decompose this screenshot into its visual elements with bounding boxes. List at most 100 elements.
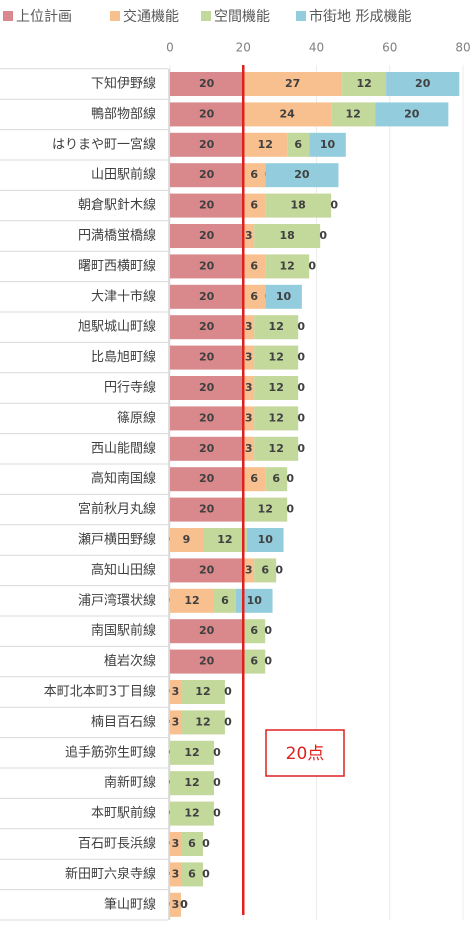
data-label: 12 xyxy=(195,715,210,728)
bar-segment xyxy=(170,832,181,856)
data-label: 18 xyxy=(280,229,295,242)
data-label: 0 xyxy=(297,442,305,455)
bar-segment xyxy=(287,132,310,157)
data-label: 6 xyxy=(188,837,196,850)
y-tick-label: 本町駅前線 xyxy=(91,805,156,821)
y-tick-label: 鴨部物部線 xyxy=(91,106,156,122)
bar-segment xyxy=(170,132,244,157)
y-tick-label: 円満橋蛍橋線 xyxy=(78,228,156,244)
bar-segment xyxy=(170,558,244,583)
bar-segment xyxy=(254,315,299,340)
bar-segment xyxy=(331,102,376,127)
bar-segment xyxy=(243,467,266,492)
y-tick-label: 本町北本町3丁目線 xyxy=(44,684,156,700)
data-label: 6 xyxy=(188,867,196,880)
y-tick-label: 筆山町線 xyxy=(104,896,156,912)
x-tick-label: 20 xyxy=(236,41,251,55)
bar-segment xyxy=(180,710,225,735)
data-label: 20 xyxy=(199,655,215,668)
x-tick-label: 0 xyxy=(166,41,174,55)
bar-segment xyxy=(170,315,244,340)
data-label: 6 xyxy=(250,472,258,485)
data-label: 20 xyxy=(199,138,215,151)
bar-segment xyxy=(243,284,266,309)
bar-segment xyxy=(170,163,244,188)
y-tick-label: 南新町線 xyxy=(104,775,156,791)
data-label: 12 xyxy=(269,381,284,394)
data-label: 18 xyxy=(291,199,306,212)
bar-segment xyxy=(170,771,214,796)
data-label: 0 xyxy=(297,351,305,364)
data-label: 27 xyxy=(285,77,300,90)
bar-segment xyxy=(170,224,244,248)
data-label: 20 xyxy=(199,199,215,212)
bar-segment xyxy=(170,284,244,309)
data-label: 3 xyxy=(245,563,253,576)
data-label: 0 xyxy=(286,503,294,516)
data-label: 10 xyxy=(258,533,274,546)
data-label: 0 xyxy=(308,259,316,272)
data-label: 10 xyxy=(247,594,263,607)
bar-segment xyxy=(265,284,302,309)
bar-segment xyxy=(243,254,266,279)
data-label: 12 xyxy=(269,442,284,455)
bar-segment xyxy=(180,862,203,887)
bar-segment xyxy=(265,254,310,279)
bar-segment xyxy=(243,193,266,218)
bar-segment xyxy=(180,680,225,704)
data-label: 0 xyxy=(286,472,294,485)
data-label: 20 xyxy=(294,168,310,181)
y-tick-label: 高知山田線 xyxy=(91,562,156,578)
data-label: 0 xyxy=(224,685,232,698)
bar-segment xyxy=(375,102,449,127)
data-label: 12 xyxy=(184,594,199,607)
data-label: 0 xyxy=(330,199,338,212)
legend-label: 空間機能 xyxy=(214,9,270,25)
data-label: 12 xyxy=(345,107,360,120)
y-tick-label: 植岩次線 xyxy=(104,653,156,669)
data-label: 3 xyxy=(172,898,180,911)
bar-segment xyxy=(243,102,332,127)
bar-segment xyxy=(243,619,266,644)
data-label: 20 xyxy=(404,107,420,120)
data-label: 6 xyxy=(221,594,229,607)
bar-segment xyxy=(243,345,255,370)
bar-segment xyxy=(254,406,299,431)
data-label: 0 xyxy=(264,624,272,637)
data-label: 12 xyxy=(184,807,199,820)
data-label: 9 xyxy=(183,533,191,546)
y-tick-label: 浦戸湾環状線 xyxy=(78,592,156,608)
data-label: 20 xyxy=(199,229,215,242)
bar-segment xyxy=(170,72,244,96)
data-label: 3 xyxy=(172,867,180,880)
data-label: 12 xyxy=(258,503,273,516)
data-label: 20 xyxy=(199,563,215,576)
bar-segment xyxy=(243,558,255,583)
bar-segment xyxy=(254,224,321,248)
data-label: 0 xyxy=(202,837,210,850)
y-tick-label: 比島旭町線 xyxy=(91,349,156,365)
y-tick-label: 篠原線 xyxy=(117,410,156,426)
x-tick-label: 80 xyxy=(455,41,470,55)
data-label: 3 xyxy=(172,685,180,698)
data-label: 6 xyxy=(272,472,280,485)
data-label: 3 xyxy=(245,320,253,333)
data-label: 12 xyxy=(184,746,199,759)
bar-segment xyxy=(309,132,346,157)
x-tick-label: 40 xyxy=(309,41,324,55)
data-label: 3 xyxy=(245,442,253,455)
bar-segment xyxy=(170,649,244,674)
y-tick-label: 瀬戸横田野線 xyxy=(78,532,156,548)
data-label: 12 xyxy=(184,776,199,789)
data-label: 0 xyxy=(202,867,210,880)
data-label: 12 xyxy=(195,685,210,698)
data-label: 20 xyxy=(199,320,215,333)
data-label: 20 xyxy=(199,503,215,516)
data-label: 10 xyxy=(320,138,336,151)
bar-segment xyxy=(170,254,244,279)
y-tick-label: はりまや町一宮線 xyxy=(52,136,156,152)
data-label: 20 xyxy=(199,290,215,303)
data-label: 6 xyxy=(250,655,258,668)
bar-segment xyxy=(265,193,332,218)
